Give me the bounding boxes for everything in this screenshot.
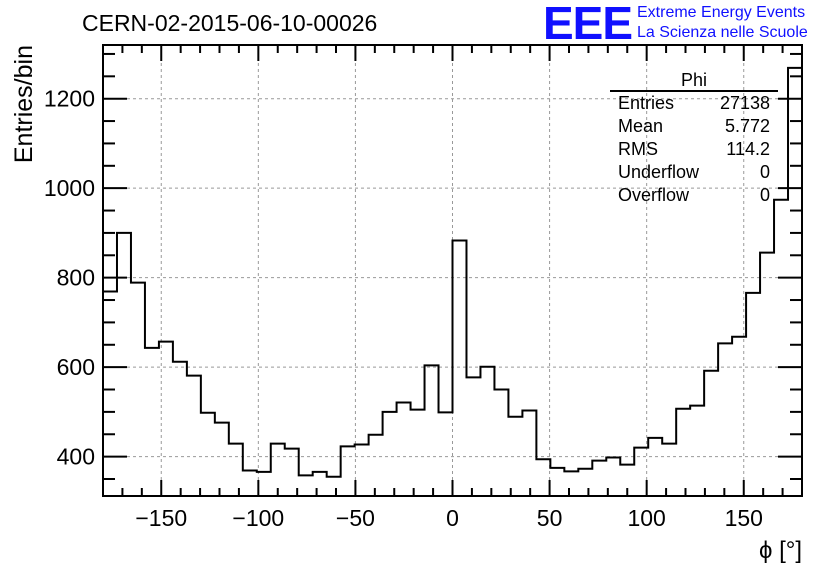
x-tick-label: −150 bbox=[135, 505, 187, 531]
stats-box: Phi Entries 27138 Mean 5.772 RMS 114.2 Unde… bbox=[610, 70, 778, 207]
chart-title: CERN-02-2015-06-10-00026 bbox=[82, 10, 378, 36]
stats-label: Underflow bbox=[618, 162, 700, 182]
x-tick-label: 150 bbox=[725, 505, 763, 531]
stats-value: 27138 bbox=[719, 93, 770, 113]
y-tick-label: 800 bbox=[57, 265, 95, 291]
y-tick-label: 1000 bbox=[44, 175, 95, 201]
y-tick-label: 1200 bbox=[44, 86, 95, 112]
x-tick-label: 0 bbox=[446, 505, 459, 531]
x-axis-label: ϕ [°] bbox=[759, 537, 802, 564]
y-axis-label: Entries/bin bbox=[10, 45, 38, 163]
x-tick-label: 100 bbox=[627, 505, 665, 531]
stats-row: Overflow 0 bbox=[610, 184, 778, 207]
y-tick-label: 600 bbox=[57, 354, 95, 380]
stats-label: Overflow bbox=[618, 185, 690, 205]
logo-text: Extreme Energy Events La Scienza nelle S… bbox=[637, 3, 808, 43]
stats-value: 0 bbox=[759, 185, 770, 205]
stats-label: Mean bbox=[618, 116, 664, 136]
x-tick-label: 50 bbox=[537, 505, 563, 531]
eee-logo: EEE bbox=[543, 0, 633, 49]
logo-line-2: La Scienza nelle Scuole bbox=[637, 24, 808, 41]
stats-label: RMS bbox=[618, 139, 658, 159]
stats-label: Entries bbox=[618, 93, 675, 113]
y-tick-label: 400 bbox=[57, 444, 95, 470]
x-tick-label: −100 bbox=[232, 505, 284, 531]
stats-row: Entries 27138 bbox=[610, 92, 778, 115]
stats-value: 0 bbox=[759, 162, 770, 182]
logo-line-1: Extreme Energy Events bbox=[637, 4, 806, 21]
x-tick-label: −50 bbox=[336, 505, 375, 531]
stats-value: 5.772 bbox=[724, 116, 770, 136]
stats-row: Underflow 0 bbox=[610, 161, 778, 184]
stats-row: Mean 5.772 bbox=[610, 115, 778, 138]
stats-row: RMS 114.2 bbox=[610, 138, 778, 161]
stats-value: 114.2 bbox=[726, 139, 770, 159]
stats-title: Phi bbox=[610, 70, 778, 92]
histogram-line bbox=[103, 66, 802, 478]
